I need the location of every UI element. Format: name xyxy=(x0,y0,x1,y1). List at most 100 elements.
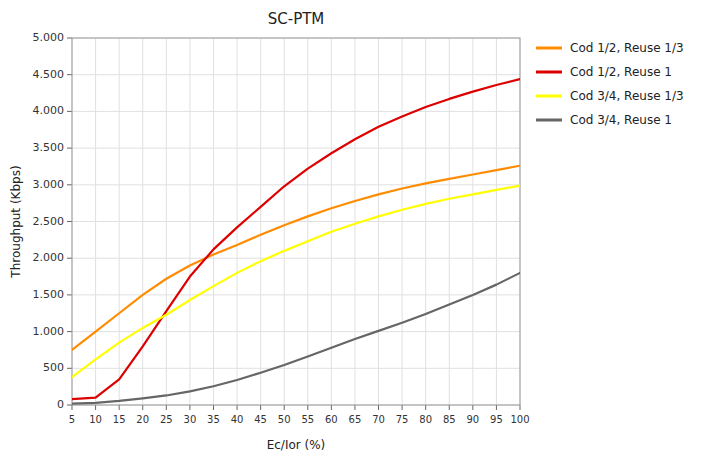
y-tick-label: 4.000 xyxy=(33,104,65,117)
legend-swatch xyxy=(536,119,562,122)
x-tick xyxy=(402,405,403,410)
y-tick-label: 4.500 xyxy=(33,68,65,81)
series-group xyxy=(72,79,520,403)
legend-swatch xyxy=(536,71,562,74)
x-grid-line xyxy=(331,38,332,405)
y-tick xyxy=(67,38,72,39)
x-tick-label: 30 xyxy=(184,414,197,425)
y-tick xyxy=(67,74,72,75)
x-tick xyxy=(142,405,143,410)
x-tick xyxy=(237,405,238,410)
x-tick xyxy=(496,405,497,410)
y-grid-line xyxy=(72,258,520,259)
x-tick xyxy=(520,405,521,410)
x-grid-line xyxy=(284,38,285,405)
series-line xyxy=(72,186,520,378)
x-grid-line xyxy=(237,38,238,405)
x-tick-label: 85 xyxy=(443,414,456,425)
x-tick xyxy=(425,405,426,410)
y-tick xyxy=(67,221,72,222)
x-tick-label: 20 xyxy=(136,414,149,425)
y-axis-label: Throughput (Kbps) xyxy=(9,165,23,278)
y-tick-label: 1.000 xyxy=(33,325,65,338)
x-tick-label: 45 xyxy=(254,414,267,425)
y-tick-label: 3.000 xyxy=(33,178,65,191)
x-grid-line xyxy=(425,38,426,405)
x-tick-label: 50 xyxy=(278,414,291,425)
x-tick-label: 75 xyxy=(396,414,409,425)
y-tick-label: 3.500 xyxy=(33,141,65,154)
x-tick xyxy=(189,405,190,410)
chart-title: SC-PTM xyxy=(268,10,325,28)
x-tick-label: 40 xyxy=(231,414,244,425)
x-axis-label: Ec/Ior (%) xyxy=(267,438,326,452)
x-tick-label: 90 xyxy=(466,414,479,425)
y-tick xyxy=(67,294,72,295)
x-grid-line xyxy=(95,38,96,405)
x-tick-label: 65 xyxy=(349,414,362,425)
x-tick xyxy=(472,405,473,410)
x-grid-line xyxy=(402,38,403,405)
y-tick xyxy=(67,148,72,149)
series-line xyxy=(72,79,520,399)
x-grid-line xyxy=(496,38,497,405)
y-grid-line xyxy=(72,148,520,149)
x-tick xyxy=(449,405,450,410)
y-grid-line xyxy=(72,111,520,112)
legend-label: Cod 3/4, Reuse 1 xyxy=(570,113,672,127)
y-tick-label: 1.500 xyxy=(33,288,65,301)
y-tick xyxy=(67,331,72,332)
x-tick xyxy=(378,405,379,410)
x-grid-line xyxy=(307,38,308,405)
x-grid-line xyxy=(472,38,473,405)
x-grid-line xyxy=(119,38,120,405)
x-tick-label: 10 xyxy=(89,414,102,425)
x-tick-label: 15 xyxy=(113,414,126,425)
x-grid-line xyxy=(378,38,379,405)
x-tick-label: 35 xyxy=(207,414,220,425)
background xyxy=(0,0,725,463)
y-tick xyxy=(67,111,72,112)
x-grid-line xyxy=(213,38,214,405)
x-tick xyxy=(307,405,308,410)
legend-swatch xyxy=(536,95,562,98)
chart-svg: 0 500 1.000 1.500 2.000 2.500 3.000 3.500 4.000 4… xyxy=(0,0,725,463)
x-tick xyxy=(331,405,332,410)
x-grid-line xyxy=(166,38,167,405)
x-grid-line xyxy=(354,38,355,405)
x-tick xyxy=(72,405,73,410)
y-tick-label: 2.000 xyxy=(33,251,65,264)
x-grid-line xyxy=(260,38,261,405)
y-tick-label: 2.500 xyxy=(33,215,65,228)
x-tick-label: 5 xyxy=(69,414,75,425)
legend-swatch xyxy=(536,47,562,50)
x-tick-label: 80 xyxy=(419,414,432,425)
x-tick xyxy=(119,405,120,410)
grid xyxy=(72,38,520,405)
x-tick-label: 95 xyxy=(490,414,503,425)
x-tick-label: 55 xyxy=(301,414,314,425)
x-tick-label: 100 xyxy=(510,414,529,425)
y-tick xyxy=(67,184,72,185)
y-tick-label: 500 xyxy=(43,361,64,374)
x-tick xyxy=(213,405,214,410)
y-grid-line xyxy=(72,294,520,295)
y-tick xyxy=(67,405,72,406)
y-tick-label: 0 xyxy=(57,398,64,411)
y-grid-line xyxy=(72,184,520,185)
x-tick-label: 70 xyxy=(372,414,385,425)
x-tick xyxy=(354,405,355,410)
y-grid-line xyxy=(72,368,520,369)
legend: Cod 1/2, Reuse 1/3Cod 1/2, Reuse 1Cod 3/… xyxy=(536,41,684,127)
y-tick xyxy=(67,258,72,259)
x-grid-line xyxy=(189,38,190,405)
x-tick-label: 60 xyxy=(325,414,338,425)
x-tick xyxy=(260,405,261,410)
legend-label: Cod 1/2, Reuse 1 xyxy=(570,65,672,79)
series-line xyxy=(72,273,520,404)
plot-frame xyxy=(72,38,520,405)
series-line xyxy=(72,166,520,350)
y-tick xyxy=(67,368,72,369)
x-grid-line xyxy=(142,38,143,405)
y-grid-line xyxy=(72,74,520,75)
